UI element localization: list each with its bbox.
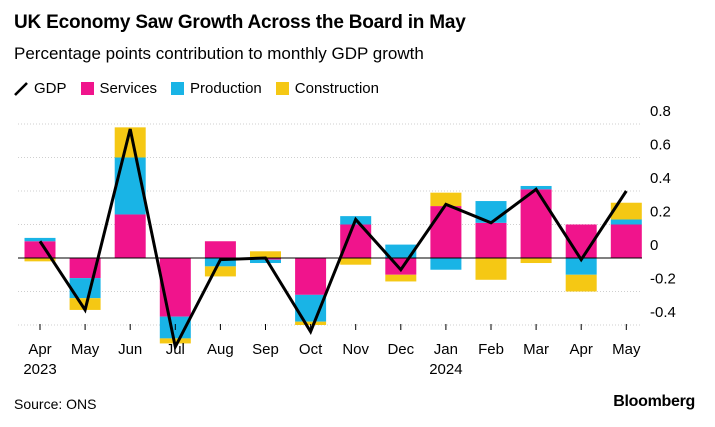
- services-bar: [520, 189, 552, 258]
- construction-bar: [565, 274, 597, 292]
- x-tick-label: Dec: [387, 341, 414, 358]
- x-tick-label: May: [612, 341, 641, 358]
- source-note: Source: ONS: [14, 396, 97, 412]
- x-tick-label: Aug: [207, 341, 234, 358]
- y-tick-label: 0.2: [650, 204, 671, 221]
- x-tick-label: May: [71, 341, 100, 358]
- x-tick-label: Apr: [570, 341, 593, 358]
- x-year-label: 2024: [429, 361, 462, 378]
- bloomberg-logo: Bloomberg: [613, 393, 695, 410]
- construction-swatch-icon: [275, 82, 289, 95]
- production-bar: [250, 259, 281, 264]
- x-tick-label: Mar: [523, 341, 549, 358]
- production-bar: [385, 244, 417, 258]
- legend-item-production: Production: [171, 80, 262, 97]
- services-swatch-icon: [80, 82, 94, 95]
- legend-label-services: Services: [99, 80, 158, 97]
- x-tick-label: Nov: [342, 341, 369, 358]
- x-tick-label: Jul: [166, 341, 185, 358]
- production-bar: [565, 258, 597, 275]
- y-tick-label: -0.2: [650, 271, 676, 288]
- y-tick-label: 0.8: [650, 103, 671, 120]
- x-year-label: 2023: [23, 361, 56, 378]
- services-bar: [295, 258, 327, 295]
- x-tick-label: Sep: [252, 341, 279, 358]
- legend-label-gdp: GDP: [34, 80, 67, 97]
- production-bar: [24, 237, 56, 242]
- legend-item-gdp: GDP: [14, 80, 67, 97]
- y-tick-label: 0.4: [650, 170, 671, 187]
- x-tick-label: Oct: [299, 341, 323, 358]
- construction-bar: [385, 274, 417, 282]
- chart-subtitle: Percentage points contribution to monthl…: [14, 44, 424, 63]
- y-tick-label: -0.4: [650, 304, 676, 321]
- construction-bar: [610, 202, 642, 220]
- legend-label-construction: Construction: [294, 80, 379, 97]
- construction-bar: [250, 251, 281, 258]
- gdp-line: [38, 128, 628, 352]
- x-tick-label: Jan: [434, 341, 458, 358]
- x-tick-label: Feb: [478, 341, 504, 358]
- construction-bar: [475, 258, 507, 280]
- legend: GDP Services Production Construction: [14, 80, 393, 97]
- construction-bar: [340, 258, 372, 265]
- production-swatch-icon: [171, 82, 185, 95]
- construction-bar: [24, 258, 56, 262]
- services-bar: [204, 241, 236, 258]
- construction-bar: [204, 266, 236, 277]
- legend-item-construction: Construction: [275, 80, 379, 97]
- x-tick-label: Jun: [118, 341, 142, 358]
- services-bar: [610, 224, 642, 258]
- legend-item-services: Services: [80, 80, 158, 97]
- services-bar: [114, 214, 146, 258]
- services-bar: [475, 222, 507, 258]
- y-tick-label: 0: [650, 237, 658, 254]
- construction-bar: [430, 192, 462, 207]
- production-bar: [430, 258, 462, 270]
- construction-bar: [295, 321, 327, 325]
- gdp-line-icon: [14, 81, 28, 96]
- y-tick-label: 0.6: [650, 137, 671, 154]
- production-bar: [610, 219, 642, 225]
- legend-label-production: Production: [190, 80, 262, 97]
- x-tick-label: Apr: [28, 341, 51, 358]
- construction-bar: [520, 258, 552, 264]
- services-bar: [159, 258, 191, 317]
- services-bar: [385, 258, 417, 275]
- chart-title: UK Economy Saw Growth Across the Board i…: [14, 12, 466, 33]
- services-bar: [430, 206, 462, 258]
